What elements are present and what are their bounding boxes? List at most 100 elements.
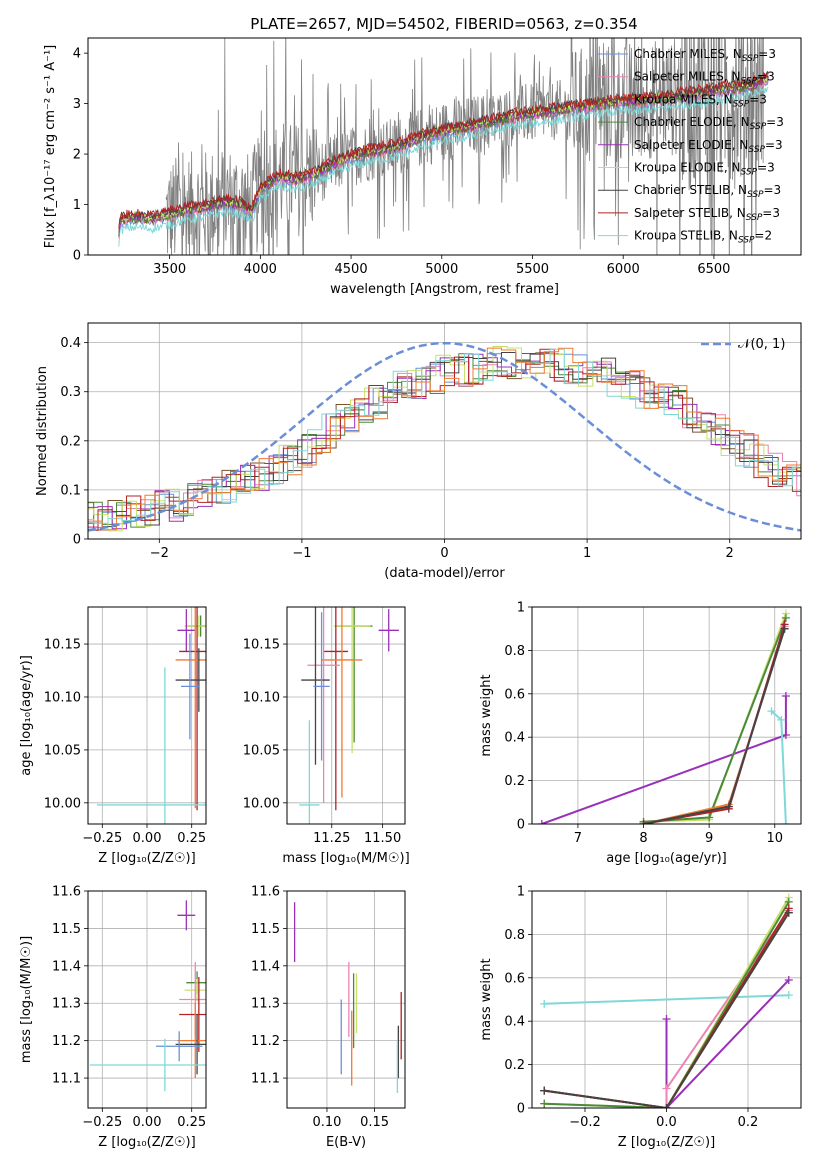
y-tick-label: 0.6 — [504, 971, 525, 986]
y-tick-label: 11.3 — [52, 997, 81, 1012]
y-tick-label: 11.2 — [251, 1034, 280, 1049]
y-tick-label: 10.10 — [243, 690, 280, 705]
y-tick-label: 0.8 — [504, 928, 525, 943]
histogram-orange — [88, 347, 801, 531]
weight-marker — [662, 1084, 671, 1093]
y-tick-label: 0.2 — [60, 434, 81, 449]
plot-area — [89, 900, 206, 1092]
x-tick-label: 0.00 — [133, 831, 162, 846]
histogram-salpeter-stelib — [88, 348, 801, 531]
weight-line — [544, 912, 790, 1108]
y-axis-label: Flux [f_λ10⁻¹⁷ erg cm⁻² s⁻¹ A⁻¹] — [43, 45, 58, 249]
y-tick-label: 11.6 — [251, 885, 280, 900]
observed-spectrum — [165, 38, 764, 255]
x-tick-label: 5500 — [516, 262, 549, 277]
plot-area — [299, 607, 399, 824]
y-tick-label: 10.15 — [44, 638, 81, 653]
plot-area — [88, 341, 801, 532]
y-tick-label: 11.4 — [52, 959, 81, 974]
y-tick-label: 0.8 — [504, 644, 525, 659]
histogram-kroupa-stelib — [88, 348, 801, 524]
x-axis-label: E(B-V) — [326, 1135, 366, 1150]
x-axis-label: mass [log₁₀(M/M☉)] — [282, 851, 409, 866]
x-tick-label: 0.0 — [656, 1115, 677, 1130]
panel-mass-vs-z: −0.25 0.00 0.25 11.1 11.2 11.3 11.4 11.5 11.6 Z [… — [19, 885, 207, 1150]
weight-marker — [705, 813, 714, 822]
weight-marker — [537, 820, 546, 824]
x-tick-label: 10 — [766, 831, 783, 846]
y-tick-label: 1 — [517, 885, 525, 900]
x-axis-label: age [log₁₀(age/yr)] — [606, 851, 727, 866]
y-tick-label: 4 — [73, 47, 81, 62]
x-axis-label: wavelength [Angstrom, rest frame] — [330, 282, 559, 297]
figure-title: PLATE=2657, MJD=54502, FIBERID=0563, z=0… — [250, 15, 637, 33]
x-tick-label: −0.2 — [569, 1115, 601, 1130]
legend-entry: Salpeter MILES, NSSP=3 — [634, 70, 775, 87]
x-tick-label: 0.10 — [312, 1115, 341, 1130]
y-axis-label: age [log₁₀(age/yr)] — [19, 655, 34, 776]
plot-area — [293, 902, 402, 1094]
plot-area — [540, 893, 793, 1108]
x-tick-label: 5000 — [425, 262, 458, 277]
x-tick-label: 4500 — [335, 262, 368, 277]
plot-area — [118, 38, 769, 255]
legend-entry: Salpeter ELODIE, NSSP=3 — [634, 138, 783, 155]
weight-marker — [540, 1099, 549, 1108]
y-tick-label: 10.10 — [44, 690, 81, 705]
weight-line — [643, 628, 786, 824]
panel-spectrum: 3500 4000 4500 5000 5500 6000 6500 0 1 2 3 4 wavelen… — [43, 37, 802, 297]
x-tick-label: 0.25 — [177, 831, 206, 846]
axes-frame — [286, 606, 406, 825]
weight-marker — [777, 715, 786, 724]
x-axis-label: Z [log₁₀(Z/Z☉)] — [618, 1135, 715, 1150]
x-tick-label: 0.00 — [133, 1115, 162, 1130]
axes-frame — [531, 606, 802, 825]
axes-frame — [286, 890, 406, 1109]
x-tick-label: 0.25 — [177, 1115, 206, 1130]
x-tick-label: −0.25 — [82, 1115, 122, 1130]
weight-line — [544, 994, 789, 1005]
legend-entry: Kroupa MILES, NSSP=3 — [634, 92, 767, 109]
legend-entry: Chabrier STELIB, NSSP=3 — [634, 183, 781, 200]
weight-line — [643, 617, 787, 823]
y-tick-label: 2 — [73, 148, 81, 163]
weight-marker — [780, 624, 789, 633]
y-tick-label: 10.05 — [44, 743, 81, 758]
y-tick-label: 10.15 — [243, 638, 280, 653]
x-tick-label: 7 — [574, 831, 582, 846]
y-tick-label: 1 — [517, 601, 525, 616]
panel-weight-vs-z: −0.2 0.0 0.2 0 0.2 0.4 0.6 0.8 1 Z [log₁₀(Z/Z☉)] m… — [479, 885, 802, 1150]
y-tick-label: 0.6 — [504, 687, 525, 702]
weight-marker — [781, 613, 790, 622]
plot-area — [537, 609, 790, 824]
x-tick-label: −0.25 — [82, 831, 122, 846]
panel-residuals: −2 −1 0 1 2 0 0.1 0.2 0.3 0.4 (data-model)/error No… — [35, 322, 802, 581]
weight-marker — [781, 820, 790, 824]
legend: 𝒩(0, 1) — [701, 337, 785, 352]
y-tick-label: 0 — [73, 533, 81, 548]
plot-area — [96, 607, 206, 824]
legend-entry: Kroupa STELIB, NSSP=2 — [634, 229, 772, 246]
x-tick-label: 2 — [726, 546, 734, 561]
panel-weight-vs-age: 7 8 9 10 0 0.2 0.4 0.6 0.8 1 age [log₁₀(age/yr)] ma… — [479, 601, 802, 866]
x-tick-label: 9 — [705, 831, 713, 846]
y-tick-label: 11.1 — [251, 1072, 280, 1087]
x-tick-label: 0.2 — [738, 1115, 759, 1130]
weight-marker — [784, 975, 793, 984]
y-tick-label: 0.4 — [60, 336, 81, 351]
x-axis-label: (data-model)/error — [384, 566, 505, 581]
y-tick-label: 11.5 — [251, 922, 280, 937]
y-tick-label: 10.00 — [44, 796, 81, 811]
panel-mass-vs-ebv: 0.10 0.15 11.1 11.2 11.3 11.4 11.5 11.6 E(B-V) — [251, 885, 406, 1150]
y-tick-label: 0 — [517, 1102, 525, 1117]
y-axis-label: Normed distribution — [35, 366, 50, 496]
x-tick-label: 6500 — [697, 262, 730, 277]
x-tick-label: 3500 — [153, 262, 186, 277]
model-spectrum-kroupa-stelib — [118, 86, 769, 247]
y-tick-label: 0 — [73, 249, 81, 264]
weight-line — [643, 624, 786, 824]
y-tick-label: 10.00 — [243, 796, 280, 811]
y-tick-label: 11.3 — [251, 997, 280, 1012]
weight-line — [643, 628, 786, 824]
y-tick-label: 3 — [73, 97, 81, 112]
